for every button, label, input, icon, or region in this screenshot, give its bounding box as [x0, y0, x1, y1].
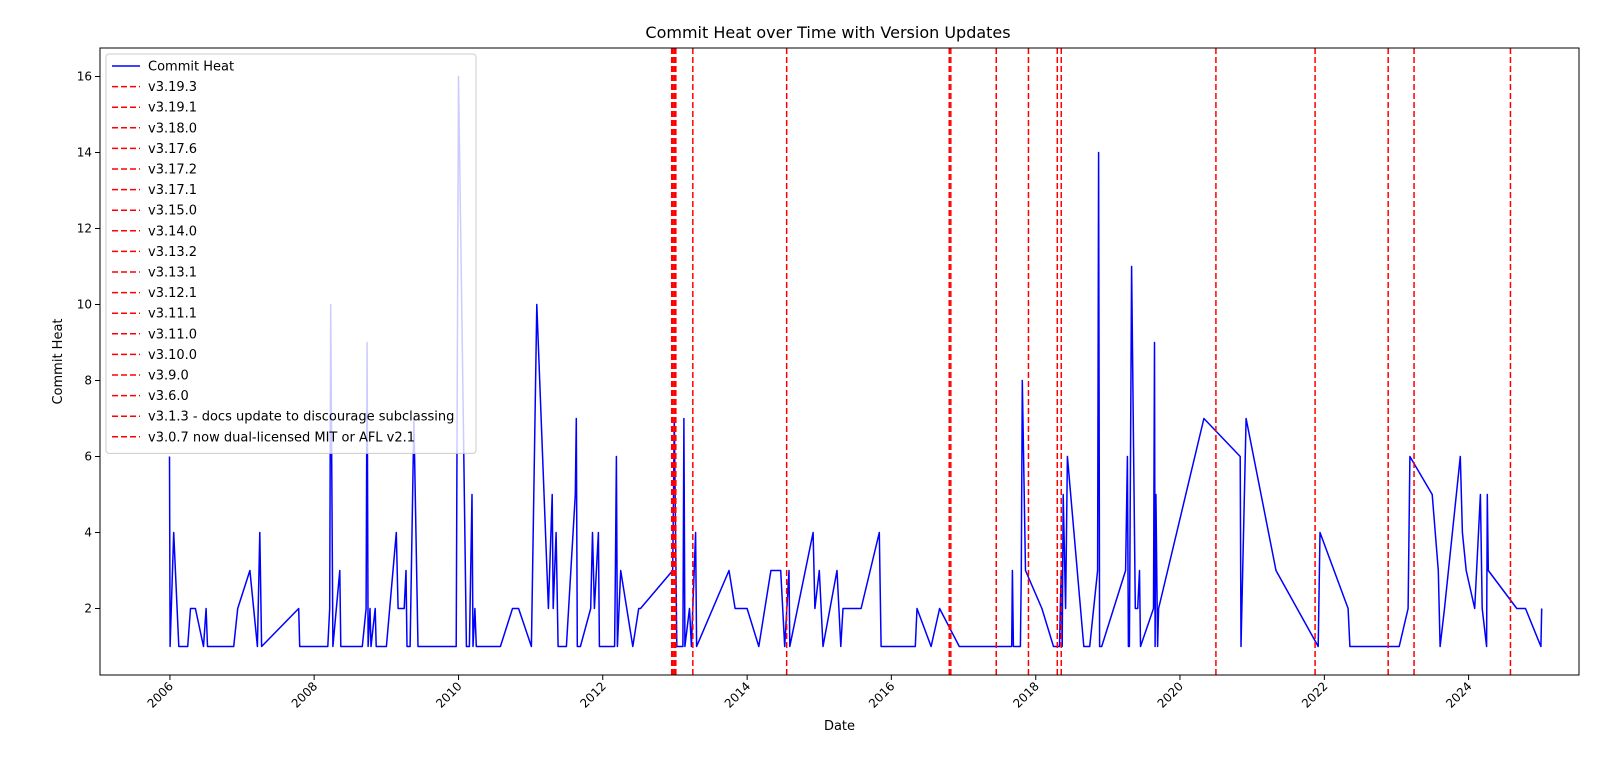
y-tick-label: 6: [84, 450, 92, 464]
legend-label: v3.0.7 now dual-licensed MIT or AFL v2.1: [148, 430, 415, 445]
chart-title: Commit Heat over Time with Version Updat…: [645, 23, 1010, 42]
legend-label: v3.19.3: [148, 80, 197, 95]
legend-label: Commit Heat: [148, 60, 234, 75]
y-tick-label: 10: [77, 298, 92, 312]
legend-label: v3.13.2: [148, 245, 197, 260]
legend-label: v3.6.0: [148, 389, 189, 404]
x-axis-label: Date: [824, 719, 855, 734]
plot-content: [168, 48, 1543, 675]
legend-label: v3.1.3 - docs update to discourage subcl…: [148, 410, 454, 425]
legend-label: v3.15.0: [148, 204, 197, 219]
y-axis-label: Commit Heat: [51, 318, 66, 404]
y-tick-label: 4: [84, 526, 92, 540]
legend-label: v3.12.1: [148, 286, 197, 301]
legend: Commit Heat v3.19.3 v3.19.1 v3.18.0 v3.17.6 v…: [105, 53, 477, 454]
y-tick-label: 12: [77, 222, 92, 236]
y-tick-label: 14: [77, 146, 92, 160]
series-line-commit-heat: [168, 75, 1543, 648]
legend-label: v3.10.0: [148, 348, 197, 363]
legend-label: v3.9.0: [148, 369, 189, 384]
legend-label: v3.17.1: [148, 183, 197, 198]
legend-label: v3.17.6: [148, 142, 197, 157]
y-tick-label: 16: [77, 70, 92, 84]
legend-label: v3.11.1: [148, 307, 197, 322]
legend-label: v3.14.0: [148, 224, 197, 239]
legend-box: [105, 53, 477, 454]
y-tick-label: 2: [84, 602, 92, 616]
legend-label: v3.19.1: [148, 101, 197, 116]
y-tick-label: 8: [84, 374, 92, 388]
legend-label: v3.11.0: [148, 327, 197, 342]
legend-label: v3.17.2: [148, 163, 197, 178]
y-axis-ticks: 2 4 6 8 10 12 14 16: [77, 70, 100, 616]
legend-label: v3.18.0: [148, 121, 197, 136]
plot-frame: [99, 47, 1580, 676]
legend-label: v3.13.1: [148, 266, 197, 281]
